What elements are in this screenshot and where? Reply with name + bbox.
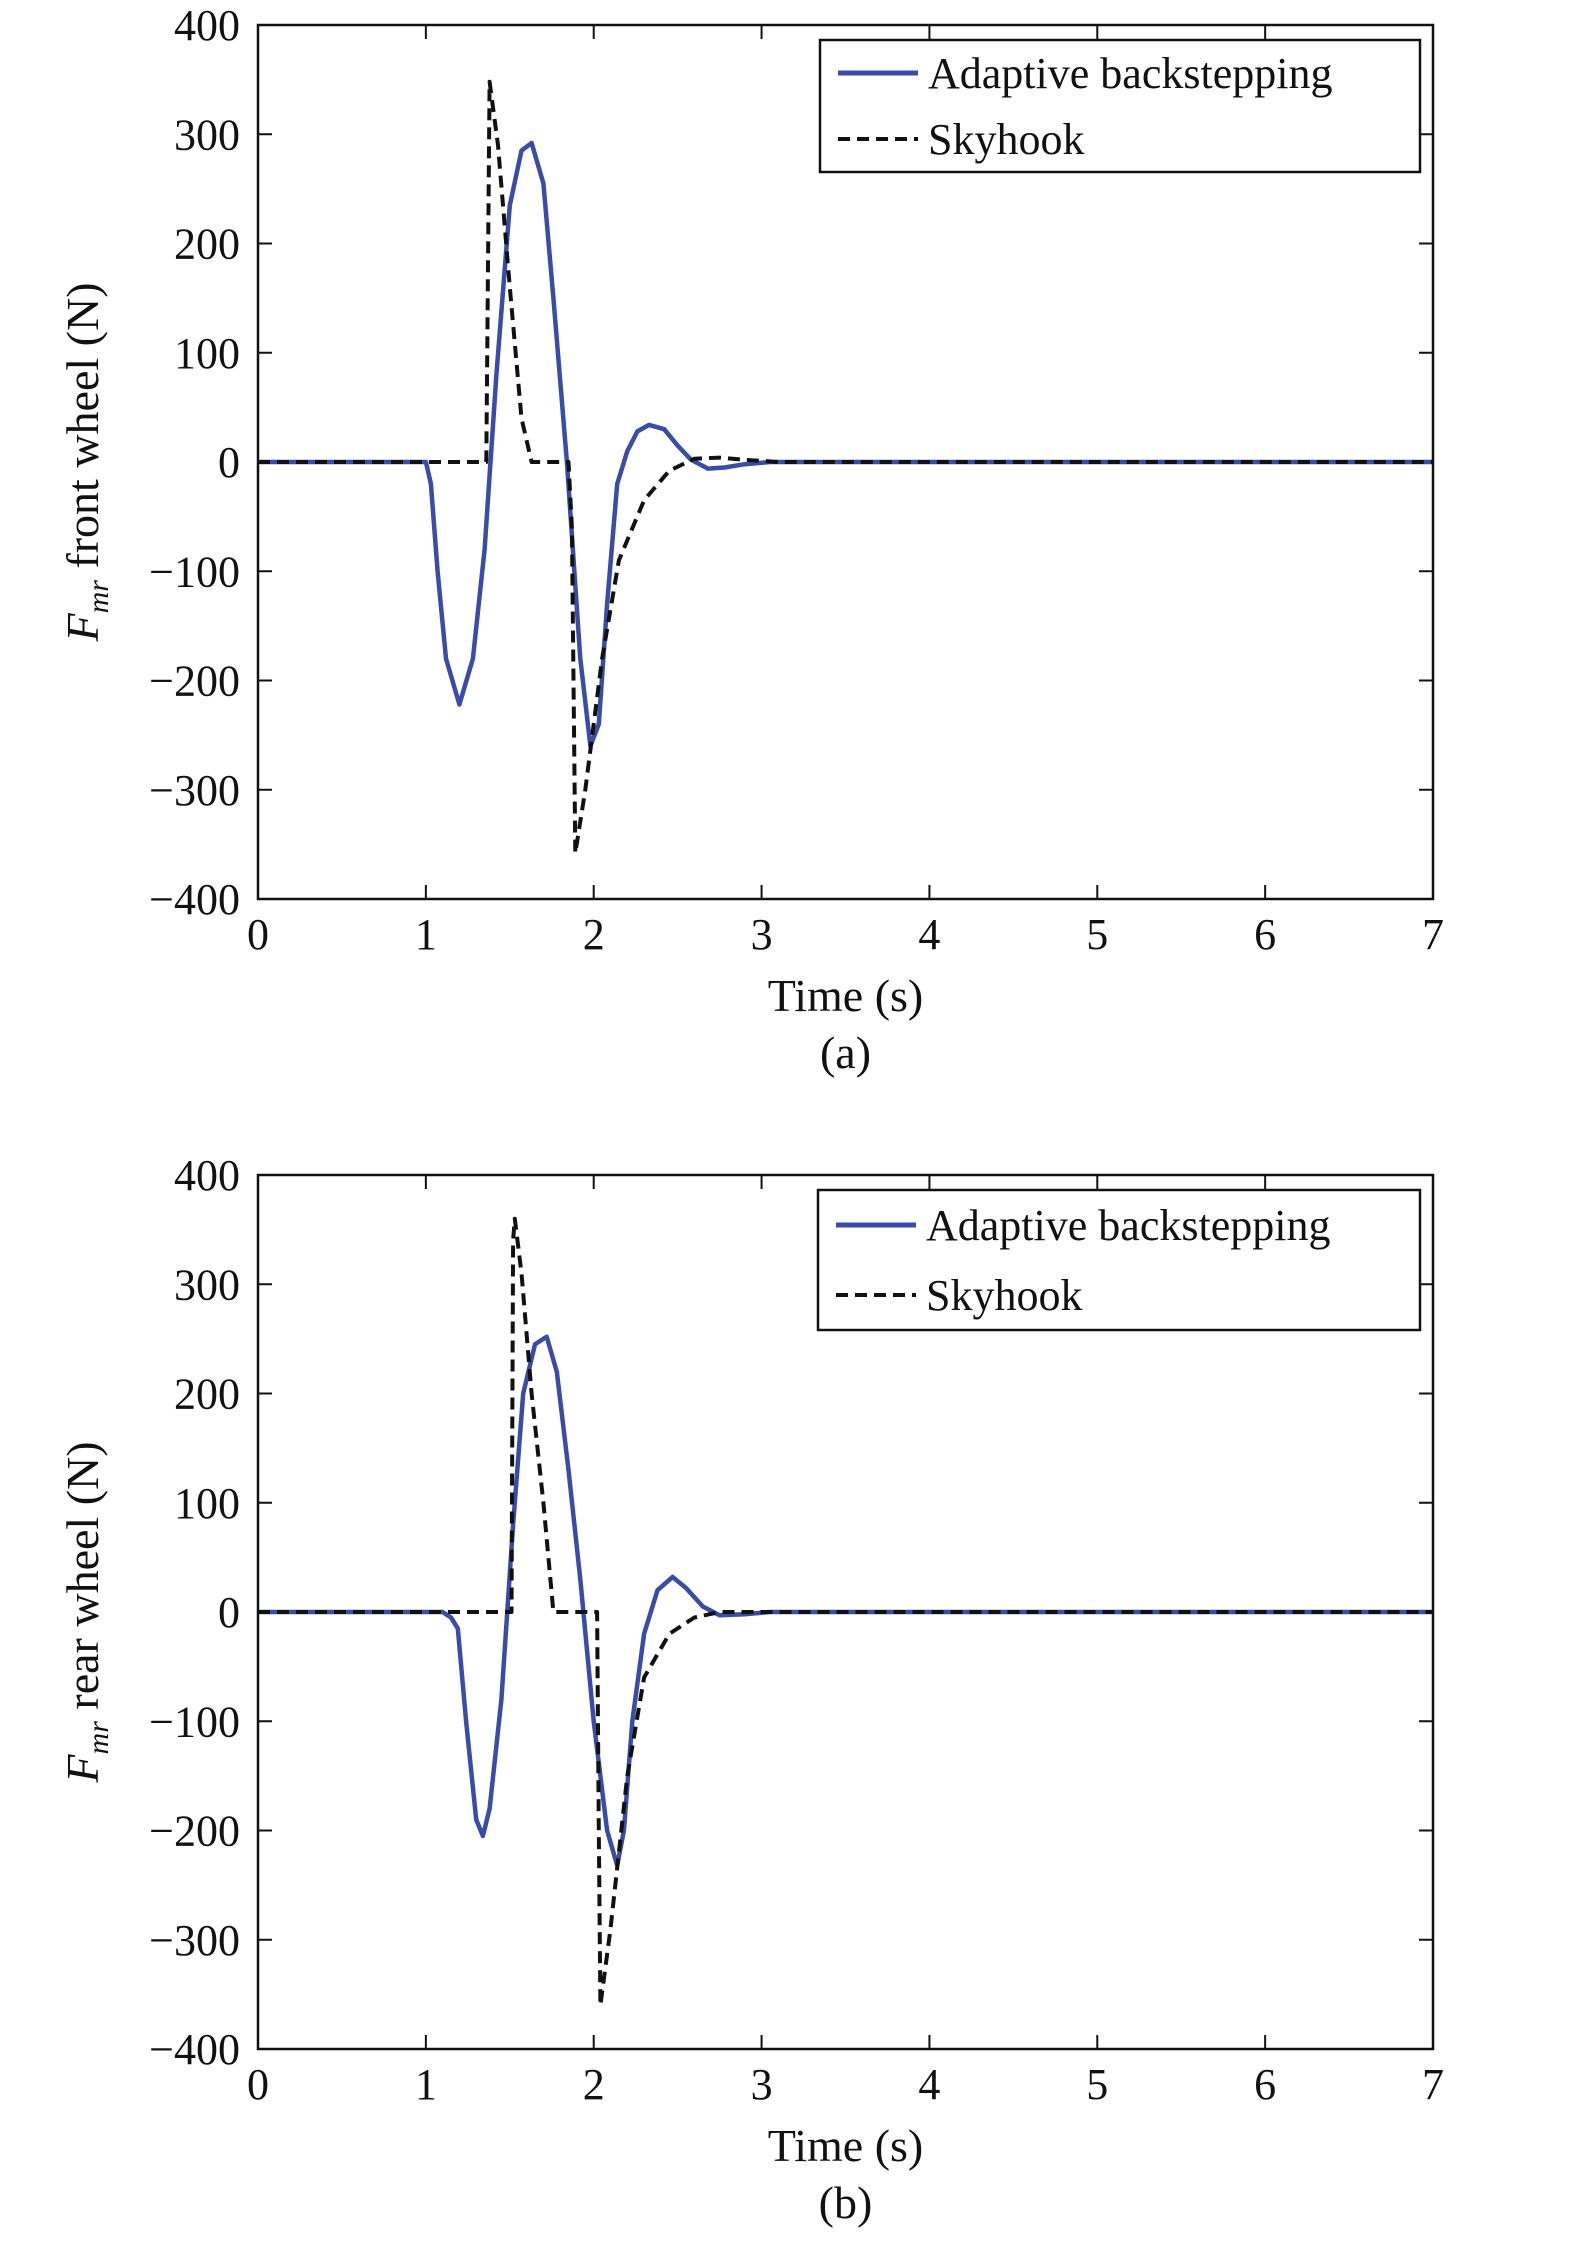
y-axis-title-symbol: F: [57, 1754, 108, 1784]
y-axis-title-subscript: mr: [82, 580, 115, 614]
x-tick-label: 0: [247, 910, 269, 959]
x-tick-label: 6: [1254, 910, 1276, 959]
legend-label: Adaptive backstepping: [926, 1201, 1330, 1250]
y-tick-label: −300: [149, 1916, 240, 1965]
x-tick-label: 7: [1422, 2060, 1444, 2109]
legend: Adaptive backstepping Skyhook: [816, 1188, 1422, 1332]
x-tick-label: 2: [583, 2060, 605, 2109]
x-tick-label: 7: [1422, 910, 1444, 959]
y-axis-title-text: rear wheel (N): [57, 1441, 108, 1721]
y-tick-label: 100: [174, 1479, 240, 1528]
chart-panel-a: 0 1 2 3 4 5 6 7 −400 −300 −200 −100 0 100 200 300 400 Tim…: [57, 1, 1444, 1078]
panel-caption: (a): [820, 1027, 871, 1078]
legend-label: Skyhook: [928, 115, 1084, 164]
y-tick-label: 300: [174, 1260, 240, 1309]
chart-panel-b: 0 1 2 3 4 5 6 7 −400 −300 −200 −100 0 100 200 300 400 Tim…: [57, 1151, 1444, 2228]
legend-box: [818, 38, 1422, 174]
y-tick-label: 100: [174, 329, 240, 378]
x-tick-label: 4: [918, 910, 940, 959]
y-axis-title-subscript: mr: [82, 1721, 115, 1755]
x-axis-title: Time (s): [768, 970, 924, 1021]
y-axis-title-symbol: F: [57, 613, 108, 643]
x-tick-label: 2: [583, 910, 605, 959]
y-tick-label: 0: [218, 1588, 240, 1637]
y-tick-label: 0: [218, 438, 240, 487]
x-tick-label: 5: [1086, 2060, 1108, 2109]
x-tick-label: 5: [1086, 910, 1108, 959]
y-tick-label: −100: [149, 547, 240, 596]
series-line-adaptive-backstepping: [258, 1334, 1433, 1868]
x-tick-label: 4: [918, 2060, 940, 2109]
y-tick-label: 400: [174, 1, 240, 50]
y-tick-label: 200: [174, 1370, 240, 1419]
y-tick-label: −400: [149, 875, 240, 924]
legend-box: [816, 1188, 1422, 1332]
x-tick-label: 3: [751, 910, 773, 959]
x-tick-label: 1: [415, 2060, 437, 2109]
y-axis-title: Fmr front wheel (N): [57, 282, 115, 642]
x-axis-title: Time (s): [768, 2120, 924, 2171]
x-tick-label: 1: [415, 910, 437, 959]
y-tick-label: 400: [174, 1151, 240, 1200]
y-axis-title: Fmr rear wheel (N): [57, 1441, 115, 1783]
y-tick-label: −300: [149, 766, 240, 815]
x-tick-label: 0: [247, 2060, 269, 2109]
x-tick-label: 3: [751, 2060, 773, 2109]
legend-label: Adaptive backstepping: [928, 49, 1332, 98]
series-line-adaptive-backstepping: [258, 140, 1433, 749]
y-tick-label: −100: [149, 1697, 240, 1746]
legend: Adaptive backstepping Skyhook: [818, 38, 1422, 174]
panel-caption: (b): [819, 2177, 873, 2228]
y-tick-label: −200: [149, 657, 240, 706]
y-tick-label: −200: [149, 1807, 240, 1856]
legend-label: Skyhook: [926, 1271, 1082, 1320]
y-tick-label: −400: [149, 2025, 240, 2074]
y-axis-title-text: front wheel (N): [57, 282, 108, 580]
series-line-skyhook: [258, 79, 1433, 856]
series-line-skyhook: [258, 1216, 1433, 2008]
x-tick-label: 6: [1254, 2060, 1276, 2109]
y-tick-label: 200: [174, 220, 240, 269]
y-tick-label: 300: [174, 110, 240, 159]
